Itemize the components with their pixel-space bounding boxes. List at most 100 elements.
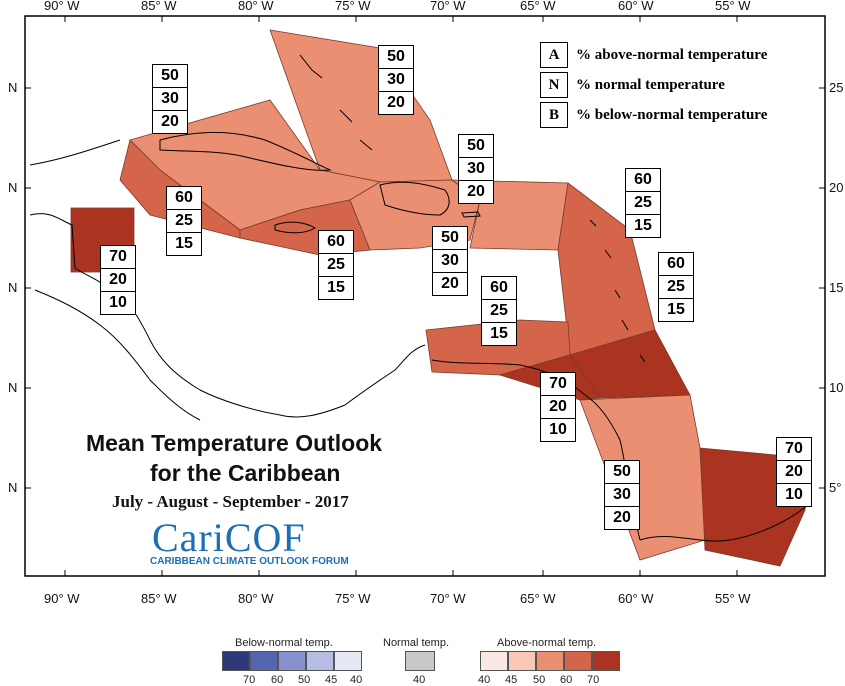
- prob-box-guyana: 50 30 20: [604, 460, 640, 530]
- prob-below: 15: [634, 217, 652, 234]
- swatch-above-70: [592, 651, 620, 671]
- key-text: % below-normal temperature: [576, 106, 768, 123]
- probability-key: A % above-normal temperature N % normal …: [540, 40, 767, 130]
- lon-label-bottom: 55° W: [715, 591, 751, 606]
- swatch-above-50: [536, 651, 564, 671]
- lat-label-left: N: [8, 180, 18, 195]
- prob-above: 50: [433, 227, 467, 250]
- prob-above: 60: [319, 231, 353, 254]
- prob-above: 60: [626, 169, 660, 192]
- lon-label-bottom: 90° W: [44, 591, 80, 606]
- caricof-logo: CariCOF: [152, 515, 306, 560]
- prob-box-belize: 70 20 10: [100, 245, 136, 315]
- prob-above: 50: [379, 46, 413, 69]
- prob-below: 10: [785, 486, 803, 503]
- lon-label-top: 90° W: [44, 0, 80, 13]
- key-row-below: B % below-normal temperature: [540, 100, 767, 130]
- key-text: % normal temperature: [576, 76, 725, 93]
- key-row-above: A % above-normal temperature: [540, 40, 767, 70]
- colorbar-below: [222, 651, 362, 673]
- swatch-normal-40: [405, 651, 435, 671]
- prob-below: 15: [490, 325, 508, 342]
- lat-label-left: N: [8, 80, 18, 95]
- swatch-below-70: [222, 651, 250, 671]
- prob-normal: 30: [433, 250, 467, 273]
- prob-box-suriname: 70 20 10: [776, 437, 812, 507]
- colorbar-value: 40: [478, 674, 491, 686]
- prob-normal: 30: [379, 69, 413, 92]
- key-letter: A: [540, 42, 568, 68]
- prob-above: 50: [153, 65, 187, 88]
- prob-below: 10: [109, 294, 127, 311]
- prob-below: 10: [549, 421, 567, 438]
- lon-label-top: 65° W: [520, 0, 556, 13]
- prob-box-jamaica: 60 25 15: [318, 230, 354, 300]
- prob-normal: 30: [459, 158, 493, 181]
- prob-box-cuba: 50 30 20: [152, 64, 188, 134]
- lon-label-top: 75° W: [335, 0, 371, 13]
- colorbar-above: [480, 651, 620, 673]
- lon-label-top: 80° W: [238, 0, 274, 13]
- colorbar-normal-title: Normal temp.: [383, 637, 450, 649]
- prob-below: 20: [613, 509, 631, 526]
- lat-label-right: 10: [829, 380, 844, 395]
- prob-above: 70: [101, 246, 135, 269]
- swatch-below-40: [334, 651, 362, 671]
- colorbar-value: 45: [505, 674, 518, 686]
- caricof-logo-subtitle: CARIBBEAN CLIMATE OUTLOOK FORUM: [150, 556, 349, 567]
- colorbar-value: 40: [413, 674, 426, 686]
- swatch-above-60: [564, 651, 592, 671]
- key-row-normal: N % normal temperature: [540, 70, 767, 100]
- colorbar-value: 50: [533, 674, 546, 686]
- axis-ticks: [25, 16, 825, 576]
- colorbar-value: 45: [325, 674, 338, 686]
- prob-below: 20: [161, 113, 179, 130]
- prob-box-cayman: 60 25 15: [166, 186, 202, 256]
- prob-box-windward: 60 25 15: [658, 252, 694, 322]
- lat-label-left: N: [8, 280, 18, 295]
- colorbar-value: 70: [243, 674, 256, 686]
- lon-label-top: 55° W: [715, 0, 751, 13]
- colorbar-below-title: Below-normal temp.: [235, 637, 333, 649]
- lat-label-left: N: [8, 480, 18, 495]
- lat-label-right: 20: [829, 180, 844, 195]
- prob-above: 70: [777, 438, 811, 461]
- key-letter: N: [540, 72, 568, 98]
- map-title: Mean Temperature Outlook: [86, 430, 383, 456]
- prob-normal: 30: [153, 88, 187, 111]
- prob-normal: 20: [777, 461, 811, 484]
- prob-normal: 25: [319, 254, 353, 277]
- prob-normal: 25: [482, 300, 516, 323]
- prob-below: 20: [441, 275, 459, 292]
- lon-label-top: 60° W: [618, 0, 654, 13]
- map-period: July - August - September - 2017: [112, 492, 349, 511]
- prob-above: 60: [167, 187, 201, 210]
- colorbar-value: 60: [560, 674, 573, 686]
- prob-box-bahamas: 50 30 20: [378, 45, 414, 115]
- lon-label-bottom: 80° W: [238, 591, 274, 606]
- lat-label-left: N: [8, 380, 18, 395]
- prob-box-trinidad: 70 20 10: [540, 372, 576, 442]
- swatch-above-40: [480, 651, 508, 671]
- prob-normal: 25: [659, 276, 693, 299]
- lon-label-bottom: 70° W: [430, 591, 466, 606]
- prob-normal: 20: [101, 269, 135, 292]
- colorbar-value: 70: [587, 674, 600, 686]
- key-letter: B: [540, 102, 568, 128]
- prob-normal: 25: [626, 192, 660, 215]
- colorbar-value: 60: [271, 674, 284, 686]
- prob-box-puertorico: 50 30 20: [458, 134, 494, 204]
- lon-label-bottom: 60° W: [618, 591, 654, 606]
- prob-above: 50: [459, 135, 493, 158]
- prob-above: 60: [482, 277, 516, 300]
- lon-label-bottom: 85° W: [141, 591, 177, 606]
- colorbar-normal: [405, 651, 435, 673]
- lon-label-bottom: 65° W: [520, 591, 556, 606]
- lat-label-right: 5°: [829, 480, 842, 495]
- prob-below: 20: [387, 94, 405, 111]
- prob-normal: 20: [541, 396, 575, 419]
- prob-above: 60: [659, 253, 693, 276]
- prob-below: 15: [327, 279, 345, 296]
- prob-normal: 25: [167, 210, 201, 233]
- swatch-below-60: [250, 651, 278, 671]
